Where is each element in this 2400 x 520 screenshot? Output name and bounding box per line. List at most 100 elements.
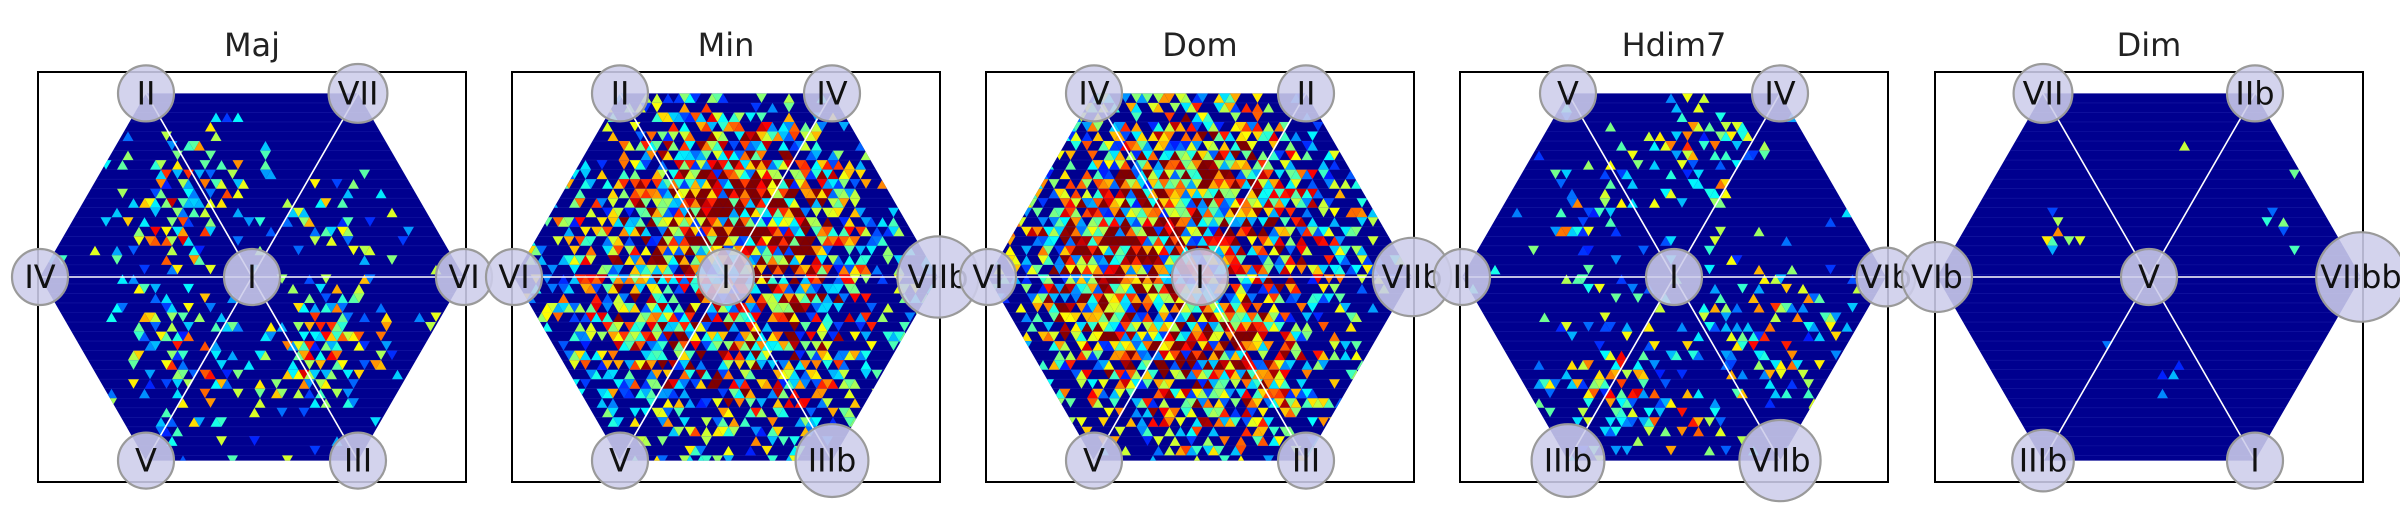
heat-cell — [580, 312, 591, 322]
heat-cell — [679, 217, 690, 227]
heat-cell — [690, 188, 701, 199]
heat-cell — [1153, 179, 1164, 189]
heat-cell — [1213, 102, 1225, 113]
heat-cell — [1274, 283, 1285, 294]
heat-cell — [1048, 331, 1060, 342]
heat-cell — [1395, 436, 1406, 446]
heat-cell — [1808, 407, 1820, 418]
heat-cell — [1131, 331, 1142, 342]
heat-cell — [1329, 331, 1340, 342]
heat-cell — [1351, 179, 1362, 189]
heat-cell — [717, 350, 729, 361]
heat-cell — [1197, 226, 1208, 237]
heat-cell — [1400, 455, 1412, 461]
heat-cell — [723, 322, 734, 332]
heat-cell — [943, 141, 954, 151]
heat-cell — [1583, 226, 1594, 237]
heat-cell — [166, 312, 178, 322]
heat-cell — [1208, 226, 1219, 237]
heat-cell — [78, 150, 90, 161]
heat-cell — [712, 188, 723, 199]
heat-cell — [1197, 322, 1208, 332]
heat-cell — [1131, 122, 1142, 132]
heat-cell — [739, 169, 751, 180]
heat-cell — [221, 322, 233, 332]
heat-cell — [1213, 341, 1225, 351]
heat-cell — [1021, 274, 1032, 284]
heat-cell — [1120, 255, 1131, 265]
heat-cell — [564, 465, 575, 475]
heat-cell — [635, 188, 646, 199]
heat-cell — [172, 341, 183, 351]
heat-cell — [1197, 198, 1208, 208]
heat-cell — [1627, 398, 1638, 408]
heat-cell — [1136, 312, 1148, 322]
heat-cell — [1709, 398, 1721, 408]
heat-cell — [739, 179, 751, 189]
heat-cell — [1147, 264, 1159, 275]
heat-cell — [1208, 236, 1219, 246]
heat-cell — [811, 341, 822, 351]
heat-cell — [1858, 369, 1869, 380]
heat-cell — [194, 169, 205, 180]
heat-cell — [1252, 417, 1263, 427]
heat-cell — [1627, 388, 1638, 399]
heat-cell — [1786, 350, 1798, 361]
heat-cell — [1577, 226, 1589, 237]
heat-cell — [624, 255, 635, 265]
heat-cell — [789, 207, 800, 218]
heat-cell — [1323, 293, 1335, 303]
heat-cell — [1230, 398, 1241, 408]
heat-cell — [745, 169, 756, 180]
heat-cell — [651, 369, 663, 380]
heat-cell — [1632, 293, 1644, 303]
heat-cell — [888, 445, 899, 456]
heat-cell — [932, 331, 938, 342]
heat-cell — [205, 398, 216, 408]
heat-cell — [166, 360, 178, 370]
heat-cell — [1726, 369, 1737, 380]
heat-cell — [1715, 179, 1726, 189]
heat-cell — [1103, 169, 1115, 180]
heat-cell — [1257, 131, 1269, 141]
heat-cell — [838, 369, 850, 380]
heat-cell — [563, 226, 575, 237]
heat-cell — [1131, 350, 1142, 361]
heat-cell — [805, 331, 817, 342]
node-center — [2119, 247, 2179, 307]
heat-cell — [1649, 160, 1660, 170]
heat-cell — [927, 484, 938, 494]
heat-cell — [1362, 407, 1373, 418]
heat-cell — [194, 312, 205, 322]
node-label: IIIb — [1544, 442, 1593, 480]
heat-cell — [1169, 322, 1181, 332]
heat-cell — [1301, 150, 1313, 161]
heat-cell — [1389, 207, 1401, 218]
heat-cell — [1473, 331, 1484, 342]
heat-cell — [133, 283, 145, 294]
heat-cell — [833, 264, 844, 275]
heat-cell — [1103, 207, 1115, 218]
heat-cell — [1279, 350, 1291, 361]
heat-cell — [723, 122, 734, 132]
heat-cell — [668, 112, 679, 122]
heat-cell — [756, 293, 767, 303]
heat-cell — [1109, 207, 1120, 218]
heat-cell — [1318, 360, 1329, 370]
heat-cell — [1307, 417, 1318, 427]
heat-cell — [750, 245, 762, 256]
heat-cell — [1087, 303, 1098, 313]
heat-cell — [1235, 160, 1247, 170]
heat-cell — [684, 131, 696, 141]
heat-cell — [1059, 207, 1071, 218]
heat-cell — [1092, 179, 1104, 189]
heat-cell — [1136, 398, 1148, 408]
heat-cell — [580, 379, 591, 389]
heat-cell — [860, 331, 872, 342]
heat-cell — [1693, 102, 1704, 113]
heat-cell — [1169, 245, 1181, 256]
heat-cell — [1274, 255, 1285, 265]
heat-cell — [1550, 226, 1561, 237]
heat-cell — [849, 207, 861, 218]
heat-cell — [816, 388, 828, 399]
